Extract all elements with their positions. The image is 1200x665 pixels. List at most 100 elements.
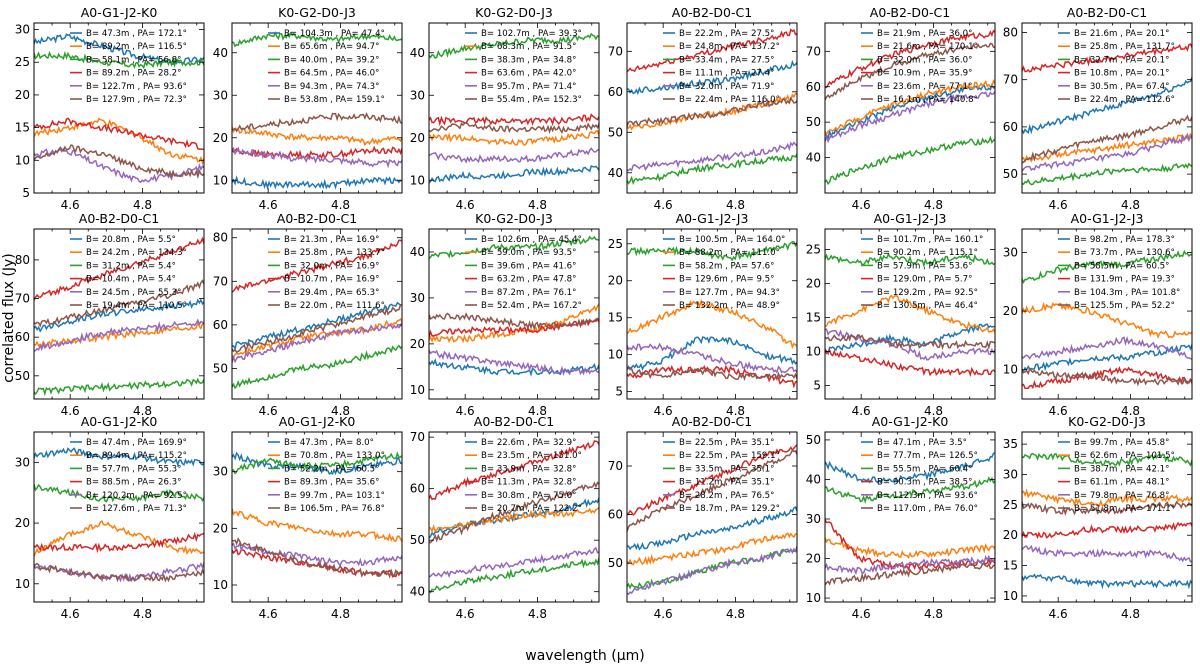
series-line-4 [825,519,995,572]
y-tick-label: 30 [213,465,228,479]
x-tick-label: 4.6 [1049,607,1068,621]
y-tick-label: 25 [608,237,623,251]
panel-title: K0-G2-D0-J3 [475,211,553,226]
legend-entry: B= 89.3m , PA= 35.6° [284,478,379,488]
series-line-5 [429,147,599,164]
legend-entry: B= 39.6m , PA= 41.6° [481,261,576,271]
series-line-1 [825,452,995,484]
y-tick-label: 15 [15,121,30,135]
y-tick-label: 50 [15,369,30,383]
y-tick-label: 30 [1003,245,1018,259]
series-line-6 [232,304,402,354]
series-line-2 [1022,301,1192,339]
legend-entry: B= 58.1m , PA= 56.8° [86,55,181,65]
series-line-4 [232,239,402,293]
legend-entry: B= 68.3m , PA= 91.5° [481,42,576,52]
panel-title: A0-B2-D0-C1 [79,211,159,226]
x-tick-label: 4.8 [924,198,943,212]
series-line-6 [825,333,995,350]
y-tick-label: 20 [213,521,228,535]
legend-entry: B= 57.7m , PA= 55.3° [86,464,181,474]
series-line-2 [429,303,599,344]
legend: B= 47.3m , PA= 172.1° B= 89.2m , PA= 116.… [70,29,187,105]
legend-entry: B= 53.8m , PA= 159.1° [284,95,385,105]
series-line-4 [34,117,204,151]
legend-entry: B= 127.7m , PA= 94.3° [679,288,780,298]
panel-title: A0-B2-D0-C1 [1067,5,1147,20]
axes-frame [824,22,996,194]
axes-frame [33,22,205,194]
series-line-3 [34,377,204,397]
legend-entry: B= 77.7m , PA= 126.5° [877,451,978,461]
y-tick-label: 70 [410,430,425,444]
series-line-5 [627,141,797,172]
x-tick-label: 4.8 [726,404,745,418]
series-line-3 [627,153,797,186]
x-tick-label: 4.8 [726,198,745,212]
x-tick-label: 4.6 [654,404,673,418]
legend-entry: B= 22.4m , PA= 112.6° [1074,95,1175,105]
series-line-3 [825,252,995,268]
y-tick-label: 40 [608,166,623,180]
legend: B= 21.9m , PA= 36.0° B= 21.6m , PA= 170.1… [861,29,978,105]
x-tick-label: 4.8 [726,607,745,621]
series-line-3 [34,483,204,503]
series-line-4 [825,29,995,89]
y-tick-label: 30 [806,512,821,526]
series-group [825,452,995,586]
series-line-1 [1022,344,1192,372]
legend: B= 102.6m , PA= 45.4° B= 59.0m , PA= 93.5… [465,235,582,311]
legend-entry: B= 21.3m , PA= 16.9° [284,235,379,245]
series-line-1 [1022,76,1192,135]
legend-entry: B= 65.6m , PA= 94.7° [284,42,379,52]
legend-entry: B= 32.0m , PA= 16.9° [284,261,379,271]
y-axis-label: correlated flux (Jy) [1,253,17,383]
panel-1: A0-G1-J2-K0 4.6 4.8 5 10 15 20 25 30 B= 47.3m , P… [15,5,205,212]
series-group [627,241,797,389]
series-line-1 [825,323,995,356]
series-line-4 [34,236,204,301]
series-line-2 [429,129,599,146]
axes-frame [824,431,996,603]
y-tick-label: 25 [15,55,30,69]
series-line-4 [34,531,204,554]
legend-entry: B= 30.8m , PA= 75.0° [481,491,576,501]
legend-entry: B= 21.6m , PA= 20.1° [1074,29,1169,39]
legend-entry: B= 90.3m , PA= 38.5° [877,478,972,488]
y-tick-label: 20 [1003,304,1018,318]
series-line-5 [825,91,995,144]
y-tick-label: 60 [608,85,623,99]
legend-entry: B= 20.8m , PA= 5.5° [86,235,176,245]
y-tick-label: 20 [1003,528,1018,542]
legend-entry: B= 129.0m , PA= 5.7° [877,275,972,285]
y-tick-label: 35 [1003,437,1018,451]
series-group [34,236,204,397]
legend-entry: B= 52.2m , PA= 60.5° [284,464,379,474]
legend-entry: B= 58.2m , PA= 57.6° [679,261,774,271]
legend: B= 102.7m , PA= 39.3° B= 68.3m , PA= 91.5… [465,29,582,105]
series-group [34,33,204,184]
legend-entry: B= 55.4m , PA= 152.3° [481,95,582,105]
series-group [429,235,599,377]
series-group [34,447,204,583]
series-line-6 [34,144,204,179]
y-tick-label: 80 [1003,25,1018,39]
legend-entry: B= 21.9m , PA= 36.0° [877,29,972,39]
series-line-4 [429,113,599,127]
series-line-5 [232,322,402,364]
x-tick-label: 4.8 [528,404,547,418]
legend-entry: B= 95.7m , PA= 71.4° [481,82,576,92]
panel-title: A0-B2-D0-C1 [277,211,357,226]
series-line-6 [34,279,204,328]
x-tick-label: 4.8 [331,607,350,621]
series-line-3 [232,344,402,390]
series-line-6 [232,537,402,579]
panel-title: K0-G2-D0-J3 [1068,414,1146,429]
y-tick-label: 50 [213,361,228,375]
legend: B= 47.4m , PA= 169.9° B= 89.4m , PA= 115.… [70,438,187,514]
legend: B= 101.7m , PA= 160.1° B= 90.2m , PA= 115… [861,235,983,311]
legend-entry: B= 23.6m , PA= 77.1° [877,82,972,92]
panel-18: K0-G2-D0-J3 4.6 4.8 10 15 20 25 30 35 B= 99.7m , … [1003,414,1193,621]
legend-entry: B= 100.5m , PA= 164.0° [679,235,785,245]
